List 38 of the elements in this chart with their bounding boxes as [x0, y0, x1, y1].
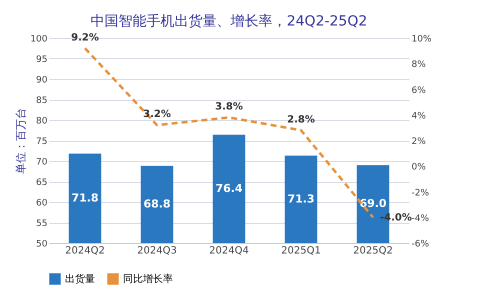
y-tick-label: 80	[36, 116, 48, 126]
y-tick-label: 60	[36, 198, 48, 208]
y2-tick-label: -4%	[412, 214, 430, 224]
legend-label: 出货量	[65, 273, 95, 285]
y-tick-label: 65	[36, 178, 48, 188]
y2-tick-label: 6%	[412, 86, 426, 96]
data-label: 69.0	[359, 197, 387, 210]
y-tick-label: 70	[36, 158, 48, 168]
y-tick-label: 85	[36, 96, 48, 106]
legend-label: 同比增长率	[123, 273, 173, 285]
data-label: 71.8	[71, 191, 99, 204]
y2-tick-label: 0%	[412, 162, 426, 173]
data-label: 3.8%	[215, 101, 243, 112]
y-tick-label: 100	[30, 34, 48, 44]
y2-tick-label: -2%	[412, 188, 430, 198]
y2-tick-label: 8%	[412, 60, 426, 70]
y2-tick-label: 4%	[412, 111, 426, 122]
chart-title: 中国智能手机出货量、增长率，24Q2-25Q2	[90, 13, 368, 30]
y2-tick-label: 2%	[412, 137, 426, 147]
y2-tick-label: 10%	[412, 34, 432, 44]
y-tick-label: 50	[36, 240, 48, 250]
x-tick-label: 2024Q3	[137, 246, 177, 256]
data-label: 71.3	[287, 192, 315, 206]
data-label: 9.2%	[71, 32, 99, 44]
data-label: 2.8%	[287, 114, 315, 126]
y-tick-label: 55	[36, 219, 48, 229]
y-tick-label: 95	[36, 55, 48, 65]
data-label: 68.8	[143, 197, 171, 210]
data-label: 76.4	[215, 182, 243, 195]
y-tick-label: 75	[36, 137, 48, 147]
x-tick-label: 2024Q4	[209, 246, 249, 256]
x-tick-label: 2025Q2	[353, 246, 393, 256]
y-axis-title: 单位：百万台	[14, 108, 28, 174]
data-label: 3.2%	[143, 109, 171, 120]
y-tick-label: 90	[36, 76, 48, 86]
x-tick-label: 2024Q2	[65, 246, 105, 256]
x-tick-label: 2025Q1	[281, 246, 321, 256]
y2-tick-label: -6%	[412, 240, 430, 250]
